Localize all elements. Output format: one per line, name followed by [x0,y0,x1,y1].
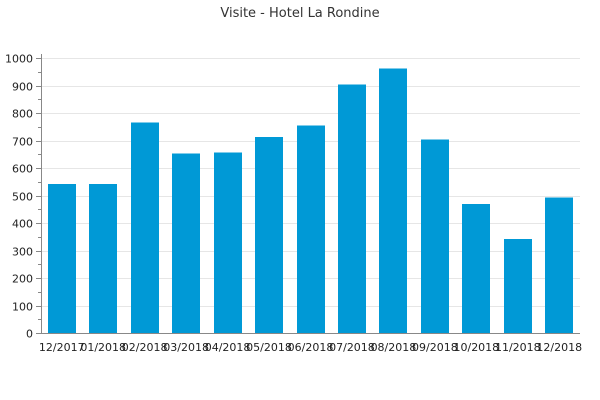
x-tick-label: 05/2018 [246,341,292,354]
bar-layer [48,68,573,333]
y-tick-label: 1000 [5,53,33,66]
bar-03-2018 [172,153,200,333]
bar-10-2018 [462,204,490,333]
x-tick-label: 11/2018 [495,341,541,354]
x-tick-labels: 12/201701/201802/201803/201804/201805/20… [39,341,582,354]
bar-08-2018 [379,68,407,333]
y-tick-label: 800 [12,108,33,121]
x-tick-label: 10/2018 [453,341,499,354]
y-tick-label: 0 [26,328,33,341]
bar-07-2018 [338,84,366,333]
x-tick-label: 06/2018 [288,341,334,354]
y-tick-label: 200 [12,273,33,286]
x-tick-label: 07/2018 [329,341,375,354]
x-tick-label: 12/2018 [536,341,582,354]
y-tick-label: 300 [12,246,33,259]
x-tick-label: 08/2018 [371,341,417,354]
x-tick-label: 02/2018 [122,341,168,354]
x-tick-label: 04/2018 [205,341,251,354]
bar-05-2018 [255,137,283,333]
x-tick-label: 03/2018 [163,341,209,354]
bar-12-2018 [545,197,573,333]
x-tick-label: 09/2018 [412,341,458,354]
bar-11-2018 [504,239,532,333]
y-tick-label: 100 [12,301,33,314]
bar-01-2018 [89,184,117,333]
y-tick-label: 400 [12,218,33,231]
chart-title: Visite - Hotel La Rondine [220,6,379,21]
bar-02-2018 [131,122,159,333]
y-tick-label: 700 [12,136,33,149]
y-tick-label: 600 [12,163,33,176]
y-tick-label: 900 [12,81,33,94]
bar-09-2018 [421,139,449,333]
bar-06-2018 [297,125,325,333]
y-tick-label: 500 [12,191,33,204]
x-tick-label: 12/2017 [39,341,85,354]
y-tick-labels: 0 100 200 300 400 500 600 700 800 900 1000 [5,53,33,341]
bar-12-2017 [48,184,76,333]
axis-layer [36,54,580,334]
x-tick-label: 01/2018 [80,341,126,354]
bar-04-2018 [214,152,242,333]
